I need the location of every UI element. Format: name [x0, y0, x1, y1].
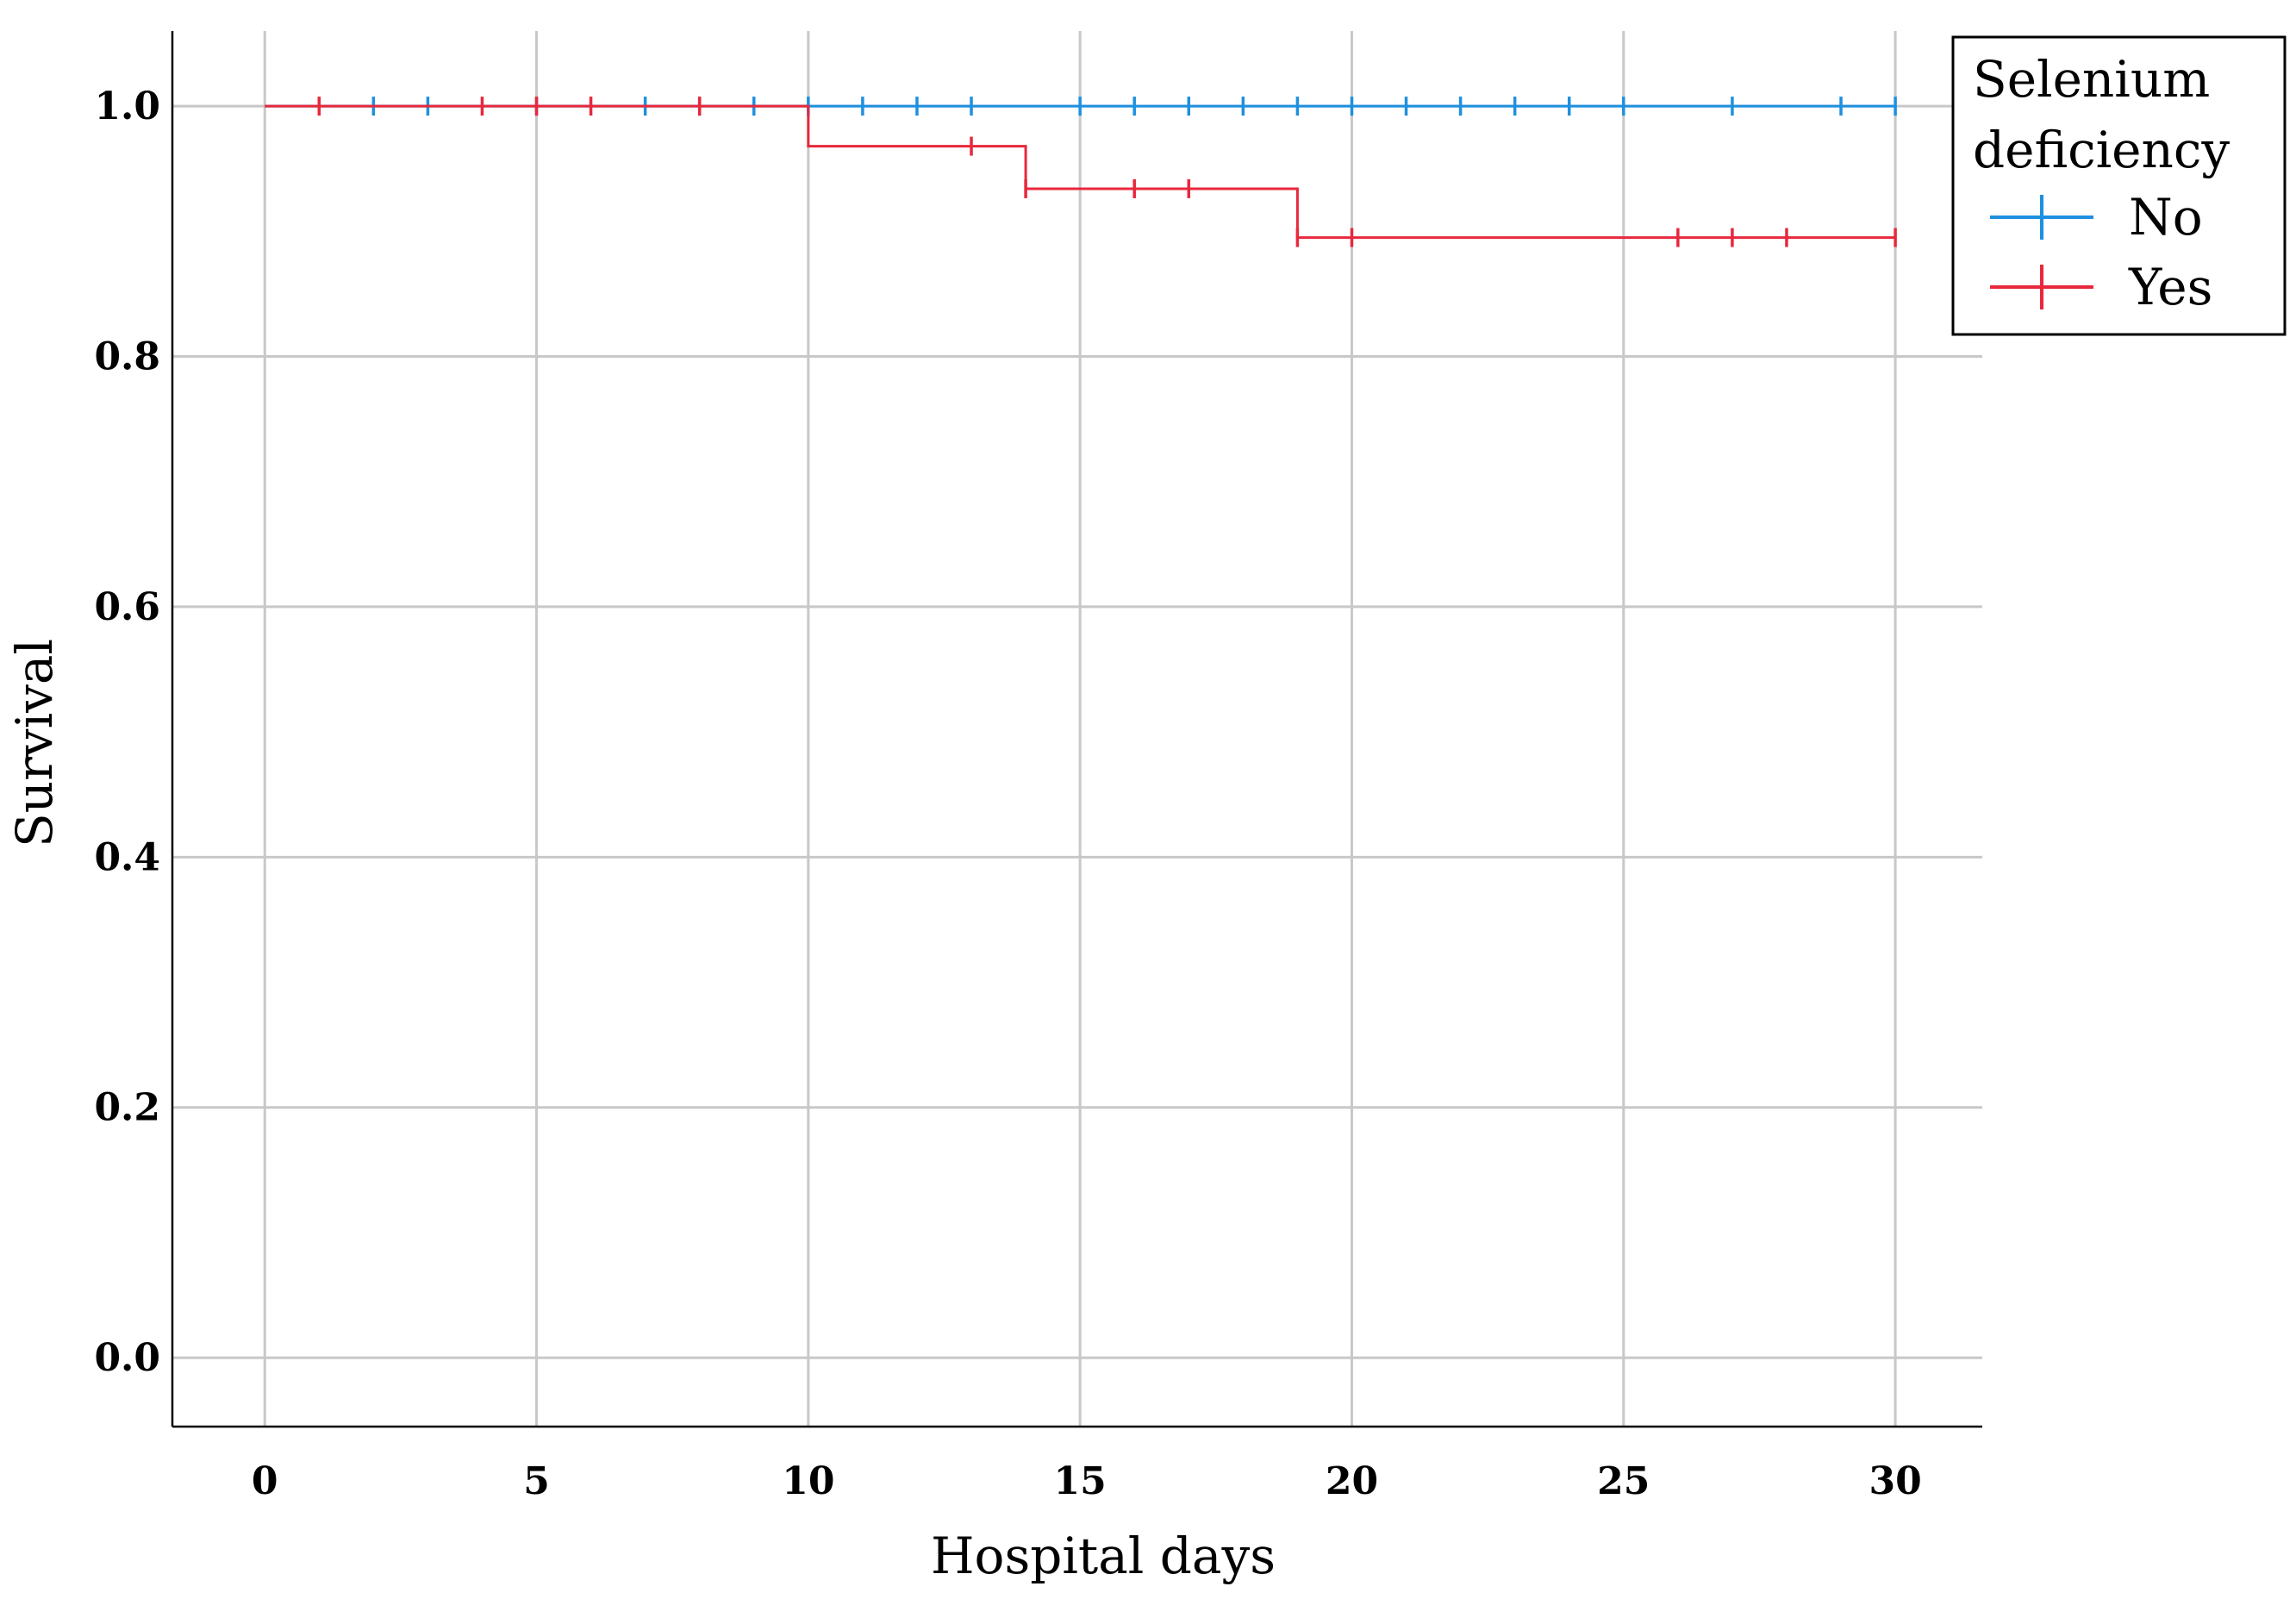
grid-lines	[172, 31, 1982, 1427]
y-tick-label: 0.6	[94, 585, 160, 629]
y-tick-label: 0.8	[94, 335, 160, 379]
legend-title-line-1: Selenium	[1973, 50, 2210, 109]
axes	[171, 31, 1982, 1428]
legend-label-no: No	[2129, 188, 2203, 247]
y-tick-label: 0.2	[94, 1086, 160, 1130]
legend-box	[1951, 35, 2287, 336]
legend: Selenium deficiency No Yes	[1951, 35, 2287, 336]
x-tick-label: 0	[252, 1459, 278, 1503]
x-tick-label: 30	[1869, 1459, 1921, 1503]
x-tick-label: 5	[523, 1459, 550, 1503]
legend-title-line-2: deficiency	[1973, 121, 2230, 179]
x-tick-label: 20	[1326, 1459, 1378, 1503]
x-tick-label: 10	[782, 1459, 834, 1503]
y-tick-labels: 0.0 0.2 0.4 0.6 0.8 1.0	[94, 84, 160, 1380]
x-tick-label: 25	[1597, 1459, 1650, 1503]
y-tick-label: 0.0	[94, 1336, 160, 1380]
legend-entries: No Yes	[1990, 188, 2212, 316]
y-axis-title: Survival	[5, 639, 64, 847]
legend-label-yes: Yes	[2128, 258, 2212, 316]
x-tick-labels: 0 5 10 15 20 25 30	[252, 1459, 1922, 1503]
series-lines	[265, 97, 1897, 247]
x-tick-label: 15	[1054, 1459, 1107, 1503]
x-axis-title: Hospital days	[931, 1527, 1276, 1585]
y-tick-label: 1.0	[94, 84, 160, 128]
series-yes	[265, 97, 1897, 247]
y-tick-label: 0.4	[94, 835, 160, 879]
